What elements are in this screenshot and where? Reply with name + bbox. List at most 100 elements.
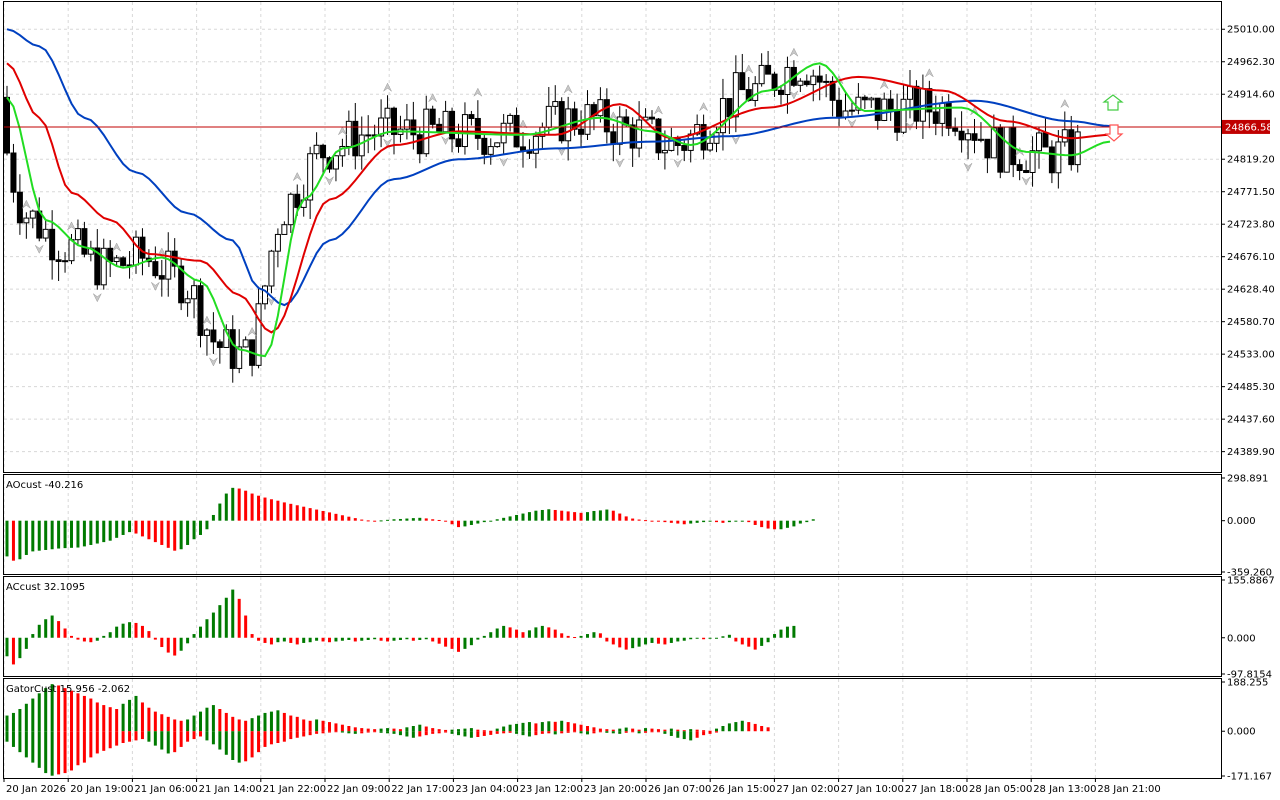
- gator-upper-bar: [734, 722, 738, 732]
- candle-bear: [803, 80, 810, 86]
- fractal-down: [905, 122, 915, 131]
- histogram-bar: [469, 520, 473, 525]
- candle-bull: [262, 285, 268, 305]
- price-tick-label: 24819.20: [1227, 155, 1275, 166]
- gator-lower-bar: [340, 731, 344, 733]
- gator-upper-bar: [463, 728, 467, 732]
- gator-lower-bar: [11, 731, 15, 747]
- fractal-down: [383, 138, 392, 148]
- candle-bull: [823, 80, 830, 83]
- gator-lower-bar: [295, 731, 299, 738]
- candle-bull: [42, 228, 49, 239]
- candle-bull: [281, 224, 288, 235]
- histogram-bar: [682, 520, 686, 525]
- histogram-bar: [289, 637, 293, 643]
- histogram-bar: [334, 513, 338, 521]
- histogram-bar: [779, 629, 783, 638]
- candle-bull: [62, 260, 69, 263]
- candle-bull: [810, 75, 817, 86]
- gator-lower-bar: [360, 731, 364, 734]
- histogram-bar: [108, 520, 112, 541]
- gator-label: GatorCust 15.956 -2.062: [6, 684, 130, 695]
- histogram-bar: [669, 637, 673, 643]
- histogram-bar: [76, 637, 80, 640]
- candle-bull: [494, 142, 501, 148]
- histogram-bar: [624, 516, 628, 521]
- histogram-bar: [650, 637, 654, 643]
- histogram-bar: [450, 520, 454, 525]
- histogram-bar: [31, 520, 35, 552]
- gator-lower-bar: [431, 731, 435, 734]
- gator-upper-bar: [18, 709, 22, 732]
- gator-lower-bar: [689, 731, 693, 741]
- histogram-bar: [592, 510, 596, 521]
- candle-bull: [1029, 150, 1036, 173]
- histogram-bar: [715, 637, 718, 639]
- gator-lower-bar: [708, 731, 712, 734]
- histogram-bar: [663, 637, 667, 645]
- histogram-bar: [734, 520, 738, 522]
- gator-lower-bar: [715, 731, 718, 733]
- histogram-bar: [205, 619, 209, 638]
- candle-bear: [778, 89, 784, 95]
- gator-upper-bar: [102, 705, 106, 732]
- time-tick-label: 22 Jan 17:00: [391, 784, 454, 795]
- gator-lower-bar: [405, 731, 409, 737]
- candle-bear: [36, 210, 43, 239]
- gator-lower-bar: [173, 731, 177, 753]
- candle-bull: [184, 298, 191, 304]
- fractal-up: [473, 87, 483, 97]
- ac-panel-frame: [3, 576, 1222, 677]
- gator-lower-bar: [153, 731, 157, 746]
- candle-bull: [868, 97, 875, 101]
- histogram-bar: [153, 520, 157, 543]
- fractal-up: [609, 111, 618, 121]
- ma-line-1: [6, 62, 1111, 334]
- histogram-bar: [276, 637, 280, 643]
- histogram-bar: [586, 634, 589, 638]
- current-price-box: [1222, 119, 1270, 134]
- histogram-bar: [695, 520, 699, 523]
- histogram-bar: [373, 637, 377, 640]
- time-tick-label: 20 Jan 2026: [6, 784, 66, 795]
- gator-upper-bar: [276, 710, 280, 732]
- time-tick-label: 28 Jan 05:00: [969, 784, 1032, 795]
- histogram-bar: [5, 520, 9, 557]
- gator-lower-bar: [418, 731, 422, 737]
- histogram-bar: [586, 512, 589, 521]
- gator-lower-bar: [211, 731, 215, 745]
- gator-upper-bar: [527, 722, 531, 732]
- candle-bull: [339, 145, 346, 157]
- candle-bull: [384, 107, 391, 119]
- histogram-bar: [134, 622, 138, 638]
- histogram-bar: [689, 637, 693, 640]
- gator-lower-bar: [140, 731, 144, 740]
- gator-upper-bar: [482, 730, 486, 732]
- candle-bull: [274, 233, 281, 252]
- gator-lower-bar: [598, 731, 602, 733]
- gator-upper-bar: [134, 695, 138, 732]
- gator-lower-bar: [231, 731, 235, 761]
- candle-bear: [558, 101, 565, 142]
- candle-bear: [926, 88, 933, 113]
- gator-lower-bar: [495, 731, 499, 734]
- gator-upper-bar: [321, 720, 325, 732]
- histogram-bar: [631, 637, 635, 649]
- gator-lower-bar: [257, 731, 261, 753]
- histogram-bar: [257, 495, 261, 521]
- gator-lower-bar: [244, 731, 248, 762]
- gator-upper-bar: [211, 705, 215, 732]
- histogram-bar: [250, 493, 254, 521]
- histogram-bar: [147, 520, 151, 540]
- histogram-bar: [44, 520, 48, 550]
- histogram-bar: [386, 637, 390, 642]
- gator-lower-bar: [392, 731, 396, 734]
- gator-upper-bar: [656, 729, 660, 732]
- histogram-bar: [347, 516, 351, 521]
- candle-bull: [661, 149, 668, 154]
- histogram-bar: [11, 520, 15, 561]
- histogram-bar: [379, 520, 383, 522]
- gator-lower-bar: [379, 731, 383, 733]
- histogram-bar: [689, 520, 693, 524]
